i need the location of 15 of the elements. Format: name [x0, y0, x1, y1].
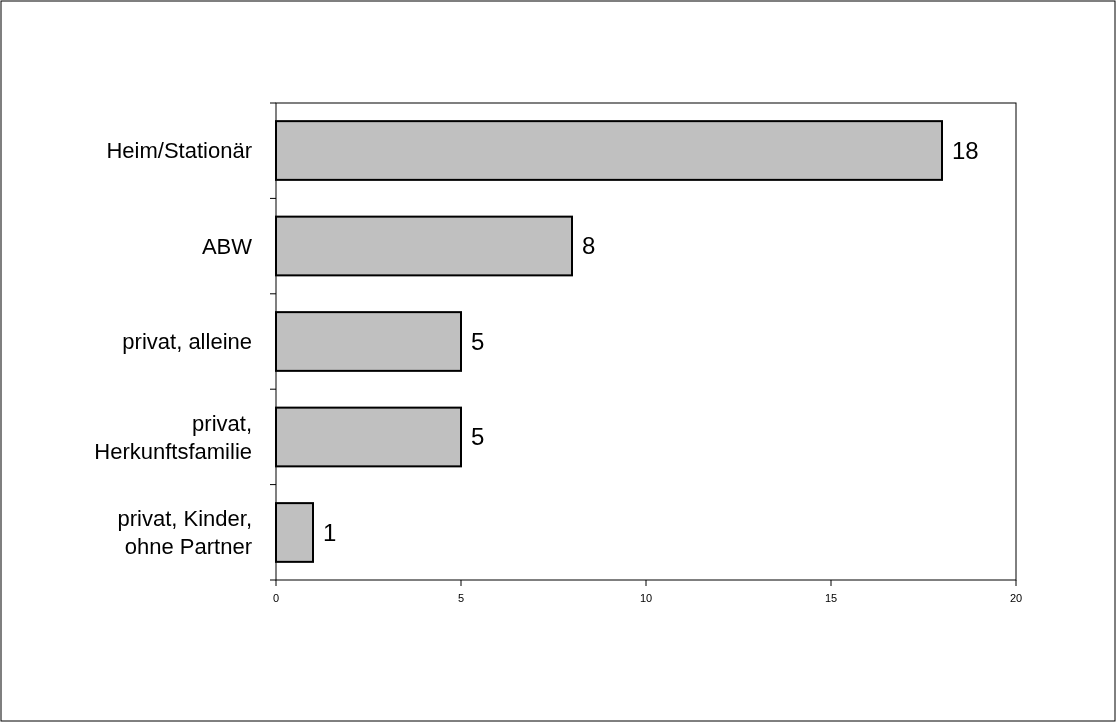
x-tick-label: 5 [457, 592, 465, 604]
x-tick-label: 15 [824, 592, 838, 604]
y-tick-label: privat, Herkunftsfamilie [94, 410, 252, 464]
x-tick-label: 10 [639, 592, 653, 604]
data-label: 1 [323, 518, 337, 546]
data-label: 5 [471, 423, 485, 451]
y-tick-label: privat, alleine [122, 329, 252, 355]
x-tick-label: 0 [272, 592, 280, 604]
data-label: 18 [952, 136, 979, 164]
y-tick-label: privat, Kinder, ohne Partner [117, 506, 252, 560]
data-label: 8 [582, 232, 596, 260]
y-tick-label: ABW [201, 233, 253, 259]
x-tick-label: 20 [1009, 592, 1023, 604]
y-tick-label: Heim/Stationär [106, 138, 252, 164]
data-label: 5 [471, 327, 485, 355]
